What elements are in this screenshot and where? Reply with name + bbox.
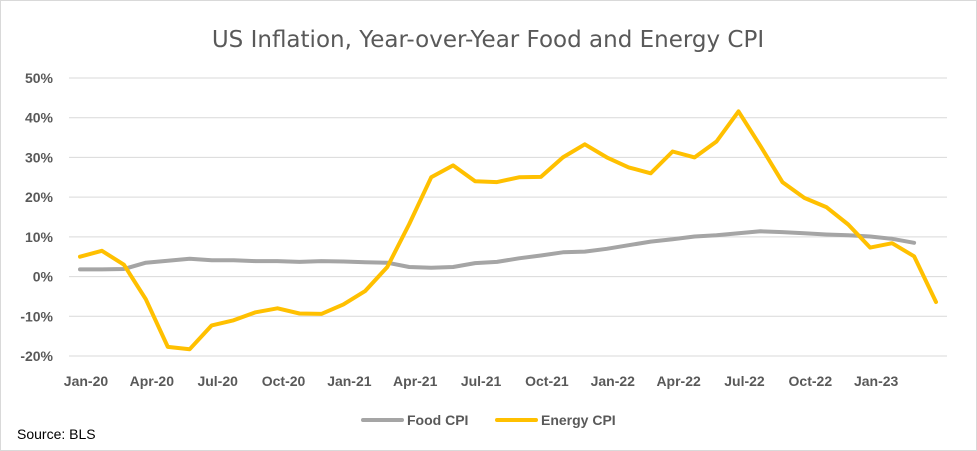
- chart-title: US Inflation, Year-over-Year Food and En…: [212, 27, 764, 53]
- x-tick-label: Apr-20: [130, 373, 175, 389]
- x-axis-tick-labels: Jan-20 Apr-20 Jul-20 Oct-20 Jan-21 Apr-21 Jul-…: [64, 373, 899, 389]
- legend: Food CPI Energy CPI: [361, 412, 616, 428]
- x-tick-label: Oct-20: [262, 373, 306, 389]
- y-tick-label: -20%: [20, 348, 53, 364]
- x-tick-label: Oct-22: [789, 373, 833, 389]
- x-tick-label: Jan-20: [64, 373, 109, 389]
- x-tick-label: Jan-21: [327, 373, 372, 389]
- y-tick-label: 20%: [25, 189, 54, 205]
- x-tick-label: Jan-22: [591, 373, 636, 389]
- x-tick-label: Jul-22: [724, 373, 765, 389]
- series-line-food-cpi: [78, 229, 917, 272]
- y-tick-label: 50%: [25, 70, 54, 86]
- y-tick-label: 0%: [33, 269, 54, 285]
- y-tick-label: 30%: [25, 149, 54, 165]
- y-tick-label: 10%: [25, 229, 54, 245]
- x-tick-label: Jul-20: [197, 373, 238, 389]
- y-tick-label: 40%: [25, 110, 54, 126]
- legend-label: Food CPI: [407, 412, 468, 428]
- x-tick-label: Jan-23: [854, 373, 899, 389]
- x-tick-label: Apr-21: [393, 373, 438, 389]
- x-tick-label: Jul-21: [461, 373, 502, 389]
- source-note: Source: BLS: [17, 426, 96, 442]
- gridlines: [69, 77, 947, 357]
- x-tick-label: Apr-22: [656, 373, 701, 389]
- series-line-energy-cpi: [78, 109, 938, 352]
- y-axis-tick-labels: -20% -10% 0% 10% 20% 30% 40% 50%: [20, 70, 53, 364]
- y-tick-label: -10%: [20, 308, 53, 324]
- x-tick-label: Oct-21: [525, 373, 569, 389]
- series-lines: [78, 109, 938, 352]
- legend-label: Energy CPI: [541, 412, 616, 428]
